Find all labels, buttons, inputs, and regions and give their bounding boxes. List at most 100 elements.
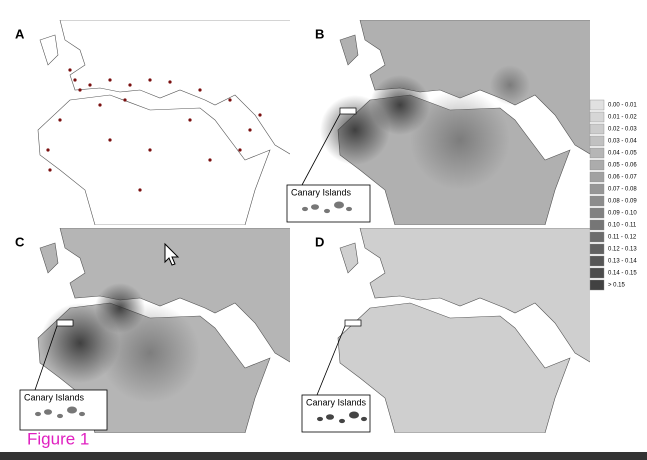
island (302, 206, 308, 212)
sample-dot (98, 103, 102, 107)
inset-leader (301, 113, 341, 186)
sample-dot (258, 113, 262, 117)
sample-dot (108, 78, 112, 82)
island (44, 409, 52, 415)
density-blob (100, 303, 200, 403)
map-panel: D Canary Islands (301, 228, 590, 433)
inset-box (19, 389, 108, 431)
land (37, 20, 290, 225)
inset-marker (56, 319, 74, 327)
sample-dot (78, 88, 82, 92)
legend-label: 0.11 - 0.12 (608, 235, 637, 241)
density-blob (490, 65, 530, 105)
sample-dot (108, 138, 112, 142)
inset-label: Canary Islands (291, 187, 352, 197)
sample-dot (58, 118, 62, 122)
legend-swatch (589, 99, 605, 111)
sample-dot (88, 83, 92, 87)
island (57, 413, 63, 419)
legend-swatch (589, 159, 605, 171)
sample-dot (73, 78, 77, 82)
island (339, 418, 345, 424)
sample-dot (208, 158, 212, 162)
legend-label: 0.06 - 0.07 (608, 175, 637, 181)
sample-dot (148, 78, 152, 82)
legend-label: > 0.15 (608, 283, 626, 289)
island (35, 411, 41, 417)
sample-dot (128, 83, 132, 87)
legend-label: 0.07 - 0.08 (608, 187, 637, 193)
legend-label: 0.13 - 0.14 (608, 259, 637, 265)
legend-swatch (589, 231, 605, 243)
sample-dot (228, 98, 232, 102)
sample-dot (168, 80, 172, 84)
legend-label: 0.02 - 0.03 (608, 127, 637, 133)
legend-label: 0.10 - 0.11 (608, 223, 637, 229)
legend-label: 0.04 - 0.05 (608, 151, 637, 157)
map-panel: C Canary Islands (15, 228, 290, 433)
inset-marker (339, 107, 357, 115)
legend-label: 0.14 - 0.15 (608, 271, 637, 277)
sample-dot (68, 68, 72, 72)
island (326, 414, 334, 420)
map-panel: A (15, 20, 290, 225)
cursor (164, 242, 180, 266)
panel-label: B (315, 26, 324, 41)
island (361, 416, 367, 422)
density-blob (320, 95, 390, 165)
inset-leader (34, 325, 58, 391)
legend-swatch (589, 243, 605, 255)
bottom-bar (0, 452, 647, 460)
island (67, 406, 77, 414)
legend-label: 0.05 - 0.06 (608, 163, 637, 169)
island (79, 411, 85, 417)
inset-label: Canary Islands (24, 392, 85, 402)
density-blob (410, 90, 510, 190)
legend-label: 0.00 - 0.01 (608, 103, 637, 109)
map (320, 20, 590, 225)
sample-dot (188, 118, 192, 122)
legend: 0.00 - 0.01 0.01 - 0.02 0.02 - 0.03 0.03 - … (589, 99, 637, 291)
inset-marker (344, 319, 362, 327)
legend-swatch (589, 171, 605, 183)
inset-box (301, 394, 371, 433)
legend-label: 0.01 - 0.02 (608, 115, 637, 121)
sample-dot (123, 98, 127, 102)
legend-swatch (589, 207, 605, 219)
map (37, 20, 290, 225)
inset-label: Canary Islands (306, 397, 367, 407)
island (346, 206, 352, 212)
legend-swatch (589, 147, 605, 159)
legend-swatch (589, 279, 605, 291)
panel-label: A (15, 26, 25, 41)
legend-label: 0.12 - 0.13 (608, 247, 637, 253)
sample-dot (198, 88, 202, 92)
caption: Figure 1 (27, 429, 89, 448)
island (334, 201, 344, 209)
legend-swatch (589, 123, 605, 135)
legend-swatch (589, 135, 605, 147)
legend-swatch (589, 267, 605, 279)
sample-dot (238, 148, 242, 152)
land (337, 228, 590, 433)
sample-dot (148, 148, 152, 152)
sample-dot (46, 148, 50, 152)
legend-label: 0.09 - 0.10 (608, 211, 637, 217)
island (349, 411, 359, 419)
inset-box (286, 184, 371, 223)
legend-swatch (589, 111, 605, 123)
island (311, 204, 319, 210)
legend-label: 0.08 - 0.09 (608, 199, 637, 205)
legend-label: 0.03 - 0.04 (608, 139, 637, 145)
map (337, 228, 590, 433)
legend-swatch (589, 255, 605, 267)
sample-dot (138, 188, 142, 192)
sample-dot (248, 128, 252, 132)
island (324, 208, 330, 214)
map-panel: B Canary Islands (286, 20, 590, 225)
legend-swatch (589, 219, 605, 231)
island (317, 416, 323, 422)
map (37, 228, 290, 433)
